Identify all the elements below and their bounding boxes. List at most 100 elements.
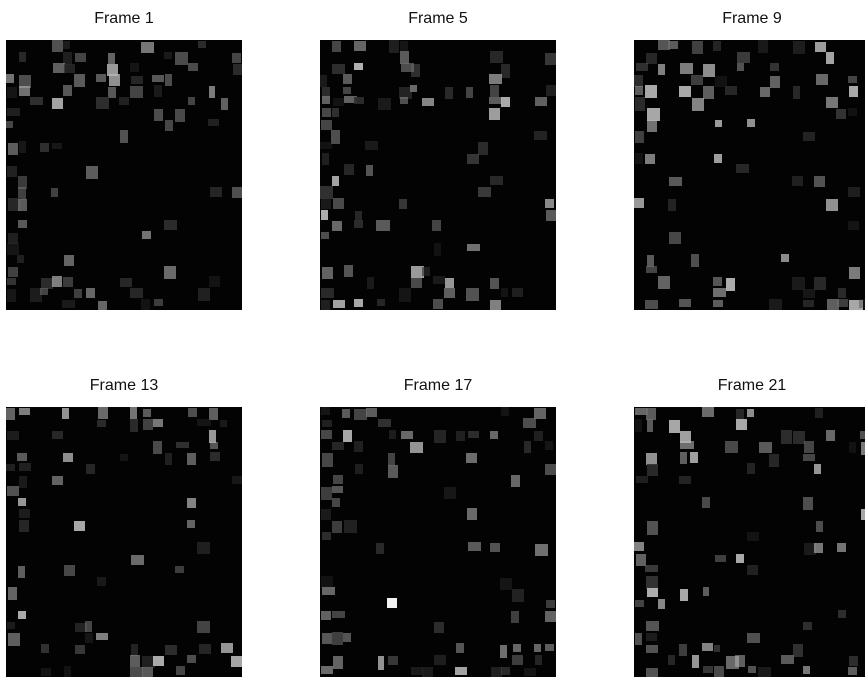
speckle: [712, 40, 722, 52]
speckle: [815, 41, 827, 53]
speckle: [501, 287, 509, 298]
speckle: [848, 186, 861, 198]
speckle: [17, 220, 27, 228]
speckle: [320, 75, 328, 87]
speckle: [769, 62, 779, 72]
speckle: [354, 440, 363, 453]
speckle: [209, 452, 221, 462]
speckle: [848, 108, 857, 117]
speckle: [130, 643, 139, 656]
speckle: [152, 74, 164, 83]
speckle: [97, 300, 107, 310]
speckle: [804, 441, 815, 453]
speckle: [544, 199, 554, 208]
speckle: [770, 75, 781, 88]
speckle: [702, 407, 714, 417]
speckle: [826, 198, 839, 212]
speckle: [679, 476, 691, 485]
speckle: [445, 86, 454, 99]
speckle: [40, 644, 50, 653]
speckle: [321, 420, 333, 428]
speckle: [354, 96, 364, 104]
speckle: [433, 276, 445, 284]
speckle: [332, 497, 340, 508]
speckle: [736, 52, 750, 63]
speckle: [175, 566, 184, 574]
speckle: [85, 463, 96, 475]
speckle: [321, 610, 331, 620]
speckle: [645, 667, 658, 677]
speckle: [331, 486, 344, 494]
speckle: [142, 408, 151, 418]
speckle: [500, 407, 510, 417]
speckle: [107, 52, 115, 65]
speckle: [377, 98, 392, 111]
speckle: [546, 599, 556, 608]
speckle: [7, 232, 19, 244]
speckle: [107, 64, 119, 76]
frame-title: Frame 17: [403, 377, 473, 394]
speckle: [714, 119, 722, 127]
speckle: [490, 51, 503, 63]
speckle: [545, 611, 556, 623]
speckle: [467, 431, 479, 439]
speckle: [321, 300, 330, 310]
speckle: [646, 453, 657, 466]
speckle: [17, 254, 25, 263]
speckle: [51, 475, 63, 485]
speckle: [533, 643, 541, 653]
speckle: [724, 85, 737, 96]
speckle: [501, 666, 510, 676]
speckle: [534, 654, 542, 666]
speckle: [187, 97, 196, 105]
speckle: [657, 40, 671, 50]
speckle: [220, 97, 228, 111]
speckle: [331, 221, 342, 231]
speckle: [735, 408, 745, 422]
speckle: [813, 463, 821, 474]
speckle: [434, 243, 442, 256]
speckle: [712, 287, 726, 297]
speckle: [690, 452, 699, 464]
speckle: [209, 430, 217, 443]
speckle: [142, 655, 156, 668]
speckle: [376, 299, 386, 306]
speckle: [679, 588, 689, 602]
speckle: [75, 645, 86, 655]
frame-image: [6, 407, 242, 677]
speckle: [635, 475, 648, 484]
speckle: [544, 464, 556, 476]
speckle: [7, 198, 22, 212]
speckle: [736, 554, 744, 563]
speckle: [490, 542, 500, 553]
speckle: [849, 85, 859, 98]
speckle: [701, 643, 714, 652]
speckle: [332, 97, 345, 106]
speckle: [400, 430, 414, 439]
speckle: [737, 63, 745, 71]
speckle: [634, 542, 644, 551]
speckle: [714, 665, 725, 677]
speckle: [333, 299, 346, 308]
speckle: [803, 622, 813, 631]
speckle: [746, 532, 759, 541]
speckle: [489, 96, 503, 104]
speckle: [331, 176, 340, 186]
speckle: [467, 508, 478, 520]
speckle: [96, 420, 107, 428]
speckle: [320, 186, 333, 200]
speckle: [645, 645, 658, 654]
speckle: [6, 463, 16, 472]
speckle: [73, 521, 86, 531]
speckle: [434, 430, 447, 444]
speckle: [849, 300, 863, 310]
speckle: [6, 408, 15, 421]
speckle: [511, 588, 525, 602]
speckle: [140, 299, 151, 310]
speckle: [73, 288, 83, 298]
speckle: [321, 86, 331, 100]
speckle: [511, 288, 523, 297]
speckle: [332, 610, 345, 618]
speckle: [546, 210, 556, 222]
speckle: [51, 188, 59, 198]
